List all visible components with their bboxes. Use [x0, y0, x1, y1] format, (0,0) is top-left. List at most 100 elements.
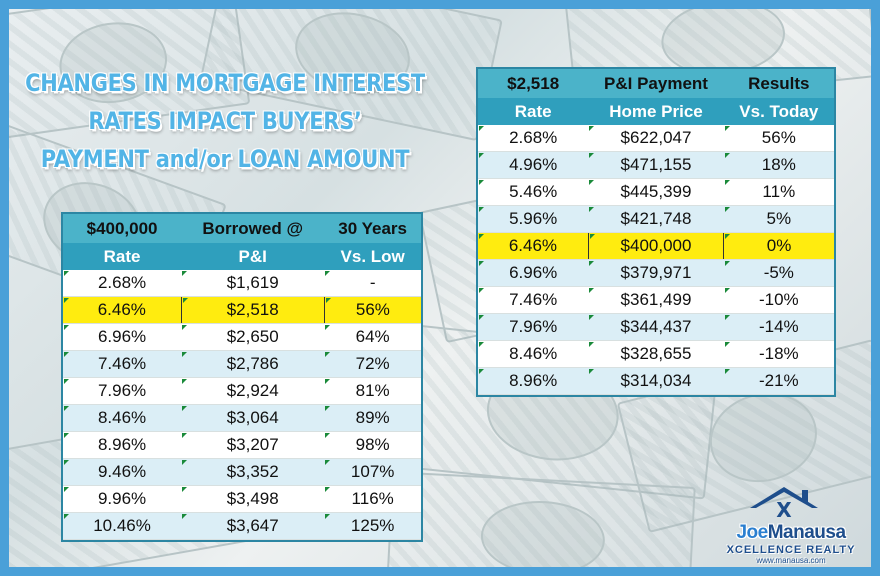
table-row: 8.46% $3,064 89%	[63, 404, 421, 432]
logo-subtitle: XCELLENCE REALTY	[726, 544, 856, 556]
table-row: 5.96% $421,748 5%	[478, 205, 834, 233]
header-amount: $400,000	[63, 214, 182, 243]
table-row: 8.46% $328,655 -18%	[478, 340, 834, 368]
amount-cell: $2,924	[181, 377, 325, 405]
amount-cell: $2,650	[181, 323, 325, 351]
change-cell: 72%	[324, 350, 421, 378]
rate-cell: 10.46%	[63, 512, 182, 540]
rate-cell: 7.96%	[63, 377, 182, 405]
table-row: 7.96% $344,437 -14%	[478, 313, 834, 341]
table-row: 7.46% $2,786 72%	[63, 350, 421, 378]
amount-cell: $3,498	[181, 485, 325, 513]
change-cell: -14%	[723, 313, 834, 341]
amount-cell: $3,207	[181, 431, 325, 459]
change-cell: 107%	[324, 458, 421, 486]
rate-cell: 6.96%	[478, 259, 589, 287]
banknote-image	[386, 471, 696, 567]
table-row: 2.68% $1,619-	[63, 270, 421, 297]
amount-cell: $471,155	[588, 151, 724, 179]
change-cell: 11%	[723, 178, 834, 206]
column-header: Home Price	[588, 98, 724, 125]
rate-cell: 9.46%	[63, 458, 182, 486]
rate-cell: 8.96%	[478, 367, 589, 395]
change-cell: -10%	[723, 286, 834, 314]
rate-cell: 8.46%	[478, 340, 589, 368]
rate-cell: 5.46%	[478, 178, 589, 206]
rate-cell: 2.68%	[63, 270, 182, 297]
logo-brand: JoeManausa	[716, 522, 866, 544]
header-payment: $2,518	[478, 69, 589, 98]
infographic-title: CHANGES IN MORTGAGE INTEREST RATES IMPAC…	[20, 64, 430, 178]
change-cell: -5%	[723, 259, 834, 287]
amount-cell: $379,971	[588, 259, 724, 287]
amount-cell: $1,619	[181, 270, 325, 297]
change-cell: -21%	[723, 367, 834, 395]
rate-cell: 8.46%	[63, 404, 182, 432]
table-row: 4.96% $471,155 18%	[478, 151, 834, 179]
change-cell: 64%	[324, 323, 421, 351]
amount-cell: $314,034	[588, 367, 724, 395]
amount-cell: $3,064	[181, 404, 325, 432]
company-logo: X JoeManausa XCELLENCE REALTY www.manaus…	[716, 478, 866, 568]
table-row: 6.96% $379,971 -5%	[478, 259, 834, 287]
house-icon: X	[750, 487, 818, 522]
title-line: PAYMENT and/or LOAN AMOUNT	[40, 145, 410, 173]
table-row: 6.46% $400,000 0%	[478, 232, 834, 260]
svg-text:X: X	[776, 498, 792, 522]
table-row: 10.46% $3,647 125%	[63, 512, 421, 540]
logo-url: www.manausa.com	[756, 556, 826, 565]
table-row: 5.46% $445,399 11%	[478, 178, 834, 206]
rate-cell: 4.96%	[478, 151, 589, 179]
change-cell: 5%	[723, 205, 834, 233]
rate-cell: 8.96%	[63, 431, 182, 459]
rate-cell: 7.46%	[478, 286, 589, 314]
change-cell: -18%	[723, 340, 834, 368]
change-cell: 125%	[324, 512, 421, 540]
column-header: Vs. Low	[324, 243, 421, 270]
rate-cell: 6.46%	[478, 232, 589, 260]
amount-cell: $361,499	[588, 286, 724, 314]
table-row: 8.96% $3,207 98%	[63, 431, 421, 459]
home-price-by-rate-table: $2,518 P&I Payment Results Rate Home Pri…	[476, 67, 836, 397]
amount-cell: $421,748	[588, 205, 724, 233]
header-term: 30 Years	[324, 214, 421, 243]
title-line: RATES IMPACT BUYERS’	[88, 107, 362, 135]
amount-cell: $2,518	[180, 296, 325, 324]
payment-by-rate-table: $400,000 Borrowed @ 30 Years Rate P&I Vs…	[61, 212, 423, 542]
table-row: 7.46% $361,499 -10%	[478, 286, 834, 314]
column-header-row: Rate Home Price Vs. Today	[478, 98, 834, 125]
header-results: Results	[723, 69, 834, 98]
change-cell: 116%	[324, 485, 421, 513]
table-row: 6.96% $2,650 64%	[63, 323, 421, 351]
column-header: P&I	[181, 243, 325, 270]
header-borrowed: Borrowed @	[181, 214, 325, 243]
table-row: 8.96% $314,034 -21%	[478, 367, 834, 395]
logo-brand-first: Joe	[736, 522, 768, 543]
title-line: CHANGES IN MORTGAGE INTEREST	[25, 69, 425, 97]
table-row: 9.46% $3,352 107%	[63, 458, 421, 486]
rate-cell: 7.46%	[63, 350, 182, 378]
table-row: 7.96% $2,924 81%	[63, 377, 421, 405]
header-pi-payment: P&I Payment	[588, 69, 724, 98]
amount-cell: $622,047	[588, 125, 724, 152]
rate-cell: 6.46%	[63, 296, 182, 324]
change-cell: 98%	[324, 431, 421, 459]
rate-cell: 2.68%	[478, 125, 589, 152]
table-row: 2.68% $622,047 56%	[478, 125, 834, 152]
change-cell: 18%	[723, 151, 834, 179]
change-cell: 81%	[324, 377, 421, 405]
table-header-row: $2,518 P&I Payment Results	[478, 69, 834, 98]
change-cell: -	[324, 270, 421, 297]
amount-cell: $445,399	[588, 178, 724, 206]
logo-brand-second: Manausa	[767, 522, 846, 543]
rate-cell: 5.96%	[478, 205, 589, 233]
table-header-row: $400,000 Borrowed @ 30 Years	[63, 214, 421, 243]
column-header-row: Rate P&I Vs. Low	[63, 243, 421, 270]
change-cell: 56%	[324, 296, 421, 324]
change-cell: 0%	[723, 232, 834, 260]
change-cell: 89%	[324, 404, 421, 432]
amount-cell: $328,655	[588, 340, 724, 368]
rate-cell: 9.96%	[63, 485, 182, 513]
amount-cell: $3,352	[181, 458, 325, 486]
change-cell: 56%	[723, 125, 834, 152]
